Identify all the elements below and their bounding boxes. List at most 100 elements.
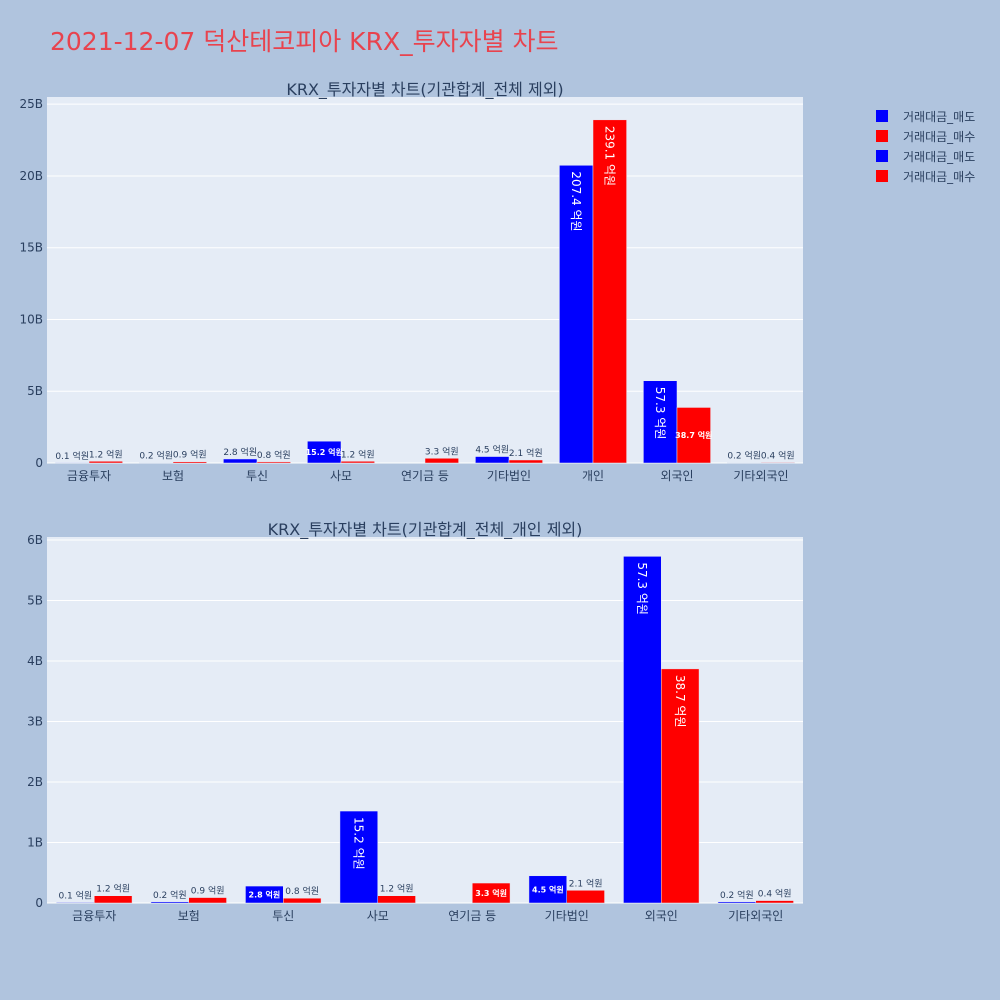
bar-sell (56, 902, 95, 904)
legend-label: 거래대금_매수 (903, 129, 976, 144)
x-tick-label: 사모 (330, 469, 352, 483)
legend-swatch (876, 150, 888, 162)
bar-buy (94, 895, 133, 904)
data-label: 1.2 억원 (380, 883, 414, 895)
x-tick-label: 투신 (272, 909, 294, 923)
x-tick-label: 금융투자 (72, 909, 116, 923)
data-label: 0.2 억원 (727, 450, 761, 462)
legend-swatch (876, 130, 888, 142)
y-tick-label: 3B (27, 715, 43, 729)
data-label: 1.2 억원 (89, 448, 123, 460)
bar-buy (424, 458, 459, 464)
data-label: 207.4 억원 (569, 171, 583, 231)
legend-label: 거래대금_매수 (903, 169, 976, 184)
chart-investor-all: 0 5B 10B 15B 20B 25B KRX_투자자별 차트(기관합계_전체 제외) 금융… (19, 80, 803, 483)
x-tick-label: 기타법인 (487, 469, 531, 483)
legend-item[interactable]: 거래대금_매도 (876, 146, 975, 166)
x-tick-label: 투신 (246, 469, 268, 483)
page-title: 2021-12-07 덕산테코피아 KRX_투자자별 차트 (50, 27, 559, 56)
bar-buy (566, 890, 605, 904)
x-tick-label: 사모 (367, 909, 389, 923)
x-tick-label: 보험 (178, 909, 200, 923)
legend-item[interactable]: 거래대금_매수 (876, 126, 975, 146)
x-tick-label: 연기금 등 (448, 909, 496, 923)
data-label: 2.1 억원 (509, 447, 543, 459)
bar-sell (643, 380, 678, 464)
data-label: 0.8 억원 (257, 449, 291, 461)
data-label: 2.8 억원 (249, 890, 281, 900)
y-tick-label: 4B (27, 654, 43, 668)
bar-buy (592, 119, 627, 464)
y-tick-label: 15B (19, 241, 43, 255)
data-label: 0.9 억원 (191, 885, 225, 897)
x-tick-label: 보험 (162, 469, 184, 483)
y-tick-label: 5B (27, 594, 43, 608)
bar-buy (760, 462, 795, 464)
data-label: 0.2 억원 (720, 889, 754, 901)
data-label: 1.2 억원 (341, 448, 375, 460)
y-tick-label: 6B (27, 533, 43, 547)
y-tick-label: 2B (27, 775, 43, 789)
data-label: 0.2 억원 (153, 889, 187, 901)
bar-sell (559, 165, 594, 464)
data-label: 0.4 억원 (758, 888, 792, 900)
bar-buy (755, 900, 794, 904)
y-tick-label: 5B (27, 384, 43, 398)
data-label: 57.3 억원 (635, 562, 649, 615)
bar-buy (661, 668, 700, 904)
bar-buy (172, 461, 207, 464)
x-tick-label: 기타외국인 (733, 469, 788, 483)
bar-buy (472, 882, 511, 904)
bar-buy (256, 461, 291, 464)
bar-buy (340, 461, 375, 464)
chart-title: KRX_투자자별 차트(기관합계_전체 제외) (286, 80, 563, 100)
legend-label: 거래대금_매도 (903, 109, 976, 124)
bar-sell (623, 556, 662, 904)
bar-buy (88, 461, 123, 464)
x-tick-label: 외국인 (660, 469, 693, 483)
data-label: 15.2 억원 (306, 447, 343, 457)
x-tick-label: 연기금 등 (401, 469, 449, 483)
bar-sell (717, 901, 757, 904)
legend-swatch (876, 170, 888, 182)
x-tick-label: 개인 (582, 469, 604, 483)
data-label: 0.1 억원 (55, 450, 89, 462)
y-tick-label: 1B (27, 836, 43, 850)
bar-buy (676, 407, 711, 464)
data-label: 1.2 억원 (96, 883, 130, 895)
data-label: 57.3 억원 (653, 387, 667, 440)
data-label: 38.7 억원 (675, 430, 712, 440)
data-label: 239.1 억원 (603, 126, 617, 186)
data-label: 2.8 억원 (223, 446, 257, 458)
legend: 거래대금_매도 거래대금_매수 거래대금_매도 거래대금_매수 (876, 106, 975, 186)
y-tick-label: 10B (19, 312, 43, 326)
bar-sell (528, 875, 568, 904)
legend-item[interactable]: 거래대금_매수 (876, 166, 975, 186)
data-label: 4.5 억원 (475, 444, 509, 456)
data-label: 0.1 억원 (58, 889, 92, 901)
data-label: 0.4 억원 (761, 449, 795, 461)
x-tick-label: 금융투자 (67, 469, 111, 483)
legend-swatch (876, 110, 888, 122)
y-tick-label: 0 (35, 896, 43, 910)
bar-sell (223, 458, 258, 464)
chart-title: KRX_투자자별 차트(기관합계_전체_개인 제외) (268, 520, 583, 540)
data-label: 2.1 억원 (569, 877, 603, 889)
bar-sell (245, 885, 284, 904)
data-label: 0.9 억원 (173, 449, 207, 461)
bar-sell (339, 810, 379, 904)
data-label: 15.2 억원 (352, 817, 366, 870)
legend-item[interactable]: 거래대금_매도 (876, 106, 975, 126)
bar-buy (188, 897, 227, 904)
bar-buy (283, 897, 322, 904)
bar-sell (307, 440, 342, 464)
data-label: 0.8 억원 (285, 885, 319, 897)
y-tick-label: 25B (19, 97, 43, 111)
bar-buy (377, 895, 416, 904)
bar-sell (150, 901, 189, 904)
legend-label: 거래대금_매도 (903, 149, 976, 164)
data-label: 4.5 억원 (532, 884, 564, 894)
data-label: 3.3 억원 (475, 888, 507, 898)
bar-buy (508, 459, 543, 464)
